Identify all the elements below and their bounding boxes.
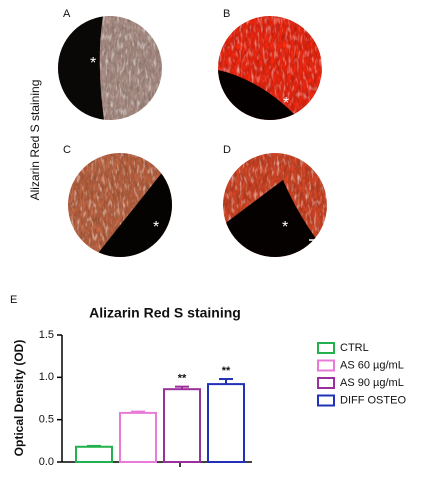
bar	[163, 388, 201, 464]
bar	[119, 411, 157, 464]
image-b	[218, 16, 322, 120]
marker: *	[283, 95, 289, 112]
y-axis-label: Optical Density (OD)	[12, 340, 26, 457]
chart-title: Alizarin Red S staining	[89, 305, 241, 321]
legend-swatch	[317, 359, 335, 372]
side-label: Alizarin Red S staining	[28, 80, 42, 201]
panel-label: B	[223, 8, 230, 20]
legend-swatch	[317, 377, 335, 389]
legend-label: DIFF OSTEO	[340, 394, 406, 406]
y-tick-label: 0.5	[39, 414, 54, 426]
y-tick-label: 1.5	[39, 329, 54, 341]
bar	[75, 445, 113, 464]
marker: *	[153, 219, 159, 236]
legend-label: CTRL	[340, 342, 369, 354]
panel-label: E	[10, 294, 17, 306]
image-a	[58, 16, 162, 120]
panel-label: D	[223, 144, 231, 156]
image-d	[223, 153, 327, 257]
y-tick-label: 0.0	[39, 456, 54, 468]
bar	[207, 383, 245, 463]
panel-label: A	[63, 8, 71, 20]
legend-swatch	[317, 394, 335, 407]
y-tick-label: 1.0	[39, 371, 54, 383]
significance: **	[178, 373, 187, 385]
marker: *	[282, 219, 288, 236]
image-c	[68, 153, 172, 257]
legend-label: AS 60 µg/mL	[340, 359, 404, 371]
legend-swatch	[317, 342, 335, 354]
marker: *	[90, 55, 96, 72]
panel-label: C	[63, 144, 71, 156]
legend-label: AS 90 µg/mL	[340, 377, 404, 389]
significance: **	[222, 365, 231, 377]
